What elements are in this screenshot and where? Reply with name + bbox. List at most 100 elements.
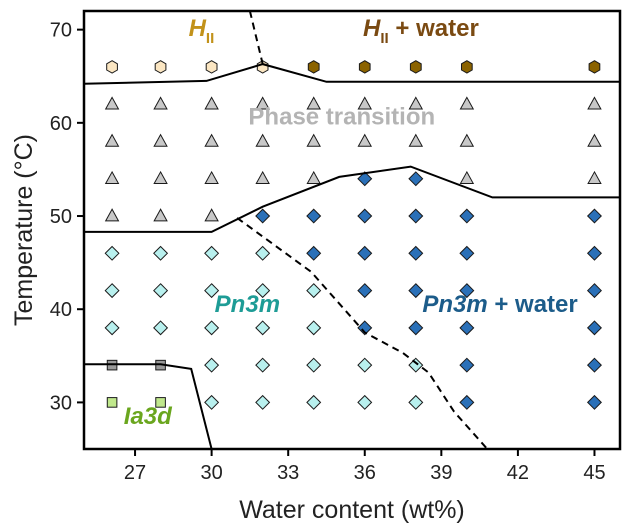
y-tick-label: 30	[50, 392, 72, 414]
pn3m-diamond-marker	[104, 283, 120, 299]
x-tick-label: 42	[507, 462, 529, 484]
pn3m-diamond-marker	[255, 283, 271, 299]
pn3m-diamond-marker	[255, 320, 271, 336]
y-tick-label: 70	[50, 20, 72, 42]
transition-triangle-marker	[104, 133, 120, 147]
pn3m-diamond-marker	[204, 245, 220, 261]
hii-water-hexagon-marker	[409, 60, 422, 74]
pn3m-diamond-marker	[408, 394, 424, 410]
x-axis-title: Water content (wt%)	[239, 496, 465, 524]
transition-triangle-marker	[357, 96, 373, 110]
transition-triangle-marker	[306, 96, 321, 110]
pn3m-diamond-marker	[204, 283, 220, 299]
hii-hexagon-marker	[106, 60, 118, 74]
transition-triangle-marker	[408, 96, 424, 110]
x-tick-label: 30	[200, 462, 222, 484]
transition-triangle-marker	[104, 96, 120, 110]
pn3m-water-diamond-marker	[408, 245, 424, 261]
pn3m-diamond-marker	[104, 245, 120, 261]
pn3m-water-diamond-marker	[306, 208, 322, 224]
pn3m-water-diamond-marker	[255, 208, 271, 224]
transition-triangle-marker	[255, 96, 270, 110]
x-tick-label: 39	[430, 462, 452, 484]
pn3m-water-region-label: Pn3m + water	[422, 291, 577, 318]
pn3m-diamond-marker	[255, 394, 271, 410]
transition-triangle-marker	[357, 133, 373, 147]
pn3m-diamond-marker	[306, 394, 322, 410]
pn3m-diamond-marker	[153, 320, 169, 336]
hii-water-hexagon-marker	[461, 60, 473, 74]
transition-triangle-marker	[104, 170, 120, 185]
ia3d-square-marker	[106, 397, 118, 408]
hii-water-hexagon-marker	[358, 60, 371, 74]
pn3m-water-diamond-marker	[459, 357, 475, 373]
pn3m-water-diamond-marker	[459, 320, 475, 336]
transition-region-label: Phase transition	[248, 104, 435, 131]
transition-triangle-marker	[459, 170, 475, 185]
transition-triangle-marker	[204, 208, 219, 222]
hii-region-label: HII	[189, 15, 215, 47]
pn3m-water-diamond-marker	[408, 320, 424, 336]
pn3m-water-diamond-marker	[586, 320, 602, 336]
transition-triangle-marker	[587, 133, 602, 147]
pn3m-water-diamond-marker	[459, 394, 475, 410]
y-axis: 30 40 50 60 70	[50, 20, 84, 414]
data-marks	[104, 60, 602, 410]
pn3m-diamond-marker	[357, 357, 373, 373]
pn3m-water-diamond-marker	[357, 320, 373, 336]
region-labels: HII HII + water Phase transition Pn3m Pn3m +…	[124, 15, 578, 430]
plot-frame	[82, 9, 622, 451]
transition-triangle-marker	[204, 133, 219, 147]
transition-triangle-marker	[587, 96, 602, 110]
pn3m-water-diamond-marker	[586, 283, 602, 299]
x-tick-label: 36	[354, 462, 376, 484]
pn3m-diamond-marker	[104, 320, 120, 336]
pn3m-diamond-marker	[153, 283, 169, 299]
pn3m-diamond-marker	[204, 357, 220, 373]
pn3m-water-diamond-marker	[586, 245, 602, 261]
hii-water-region-label: HII + water	[363, 15, 479, 47]
dashed-phase-boundary	[248, 11, 264, 65]
pn3m-water-diamond-marker	[586, 208, 602, 224]
pn3m-water-diamond-marker	[408, 171, 424, 187]
hii-water-hexagon-marker	[307, 60, 320, 74]
pn3m-water-diamond-marker	[357, 283, 373, 299]
ia3d-region-label: Ia3d	[124, 403, 173, 430]
pn3m-diamond-marker	[204, 394, 220, 410]
transition-triangle-marker	[204, 96, 219, 110]
pn3m-water-diamond-marker	[357, 171, 373, 187]
pn3m-water-diamond-marker	[459, 245, 475, 261]
pn3m-water-diamond-marker	[459, 283, 475, 299]
transition-triangle-marker	[459, 133, 475, 147]
transition-triangle-marker	[459, 96, 475, 110]
x-tick-label: 45	[583, 462, 605, 484]
transition-triangle-marker	[153, 170, 168, 185]
transition-triangle-marker	[104, 208, 120, 222]
dashed-phase-boundary	[236, 217, 489, 449]
pn3m-water-diamond-marker	[459, 208, 475, 224]
transition-triangle-marker	[153, 133, 168, 147]
transition-triangle-marker	[408, 133, 424, 147]
pn3m-water-diamond-marker	[586, 357, 602, 373]
x-tick-label: 33	[277, 462, 299, 484]
pn3m-diamond-marker	[153, 245, 169, 261]
transition-triangle-marker	[306, 170, 321, 185]
pn3m-water-diamond-marker	[586, 394, 602, 410]
pn3m-diamond-marker	[306, 320, 322, 336]
pn3m-water-diamond-marker	[408, 283, 424, 299]
transition-triangle-marker	[204, 170, 219, 185]
pn3m-water-diamond-marker	[357, 208, 373, 224]
pn3m-water-diamond-marker	[357, 245, 373, 261]
hii-hexagon-marker	[154, 60, 167, 74]
transition-triangle-marker	[255, 170, 270, 185]
x-tick-label: 27	[124, 462, 146, 484]
transition-triangle-marker	[153, 208, 168, 222]
ia3d-square-marker	[155, 397, 166, 408]
solid-phase-boundary	[84, 165, 620, 233]
pn3m-diamond-marker	[306, 283, 322, 299]
transition-triangle-marker	[153, 96, 168, 110]
pn3m-diamond-marker	[408, 357, 424, 373]
phase-boundaries	[84, 11, 620, 449]
pn3m-diamond-marker	[204, 320, 220, 336]
